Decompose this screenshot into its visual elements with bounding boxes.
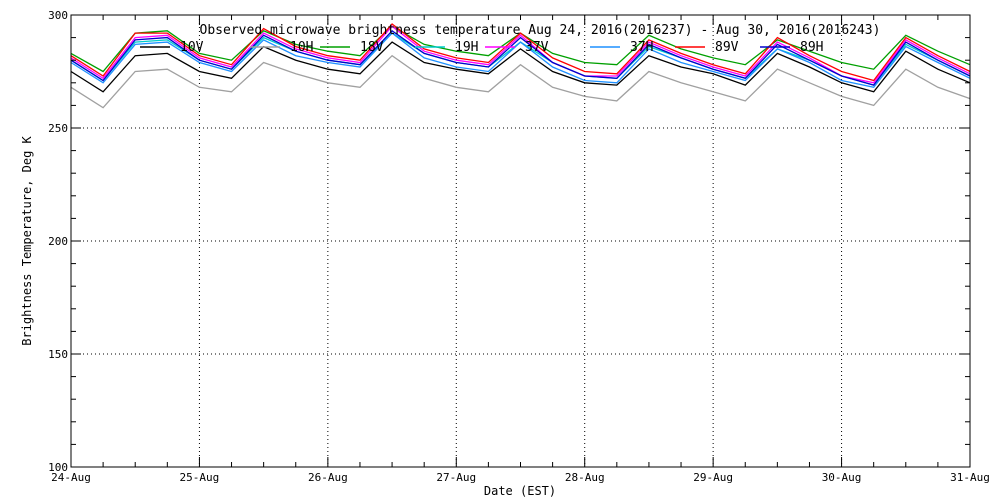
x-tick-label: 25-Aug	[180, 471, 220, 484]
x-axis-title: Date (EST)	[484, 484, 556, 498]
x-tick-label: 24-Aug	[51, 471, 91, 484]
ticks	[70, 14, 971, 468]
legend-label-10h: 10H	[290, 40, 313, 55]
series-line-37v	[70, 25, 971, 84]
x-tick-label: 28-Aug	[565, 471, 605, 484]
y-tick-label: 150	[48, 348, 68, 361]
tick-labels: 100 150 200 250 300 24-Aug 25-Aug 26-Aug 27-Aug 2…	[48, 9, 990, 484]
x-tick-label: 26-Aug	[308, 471, 348, 484]
x-tick-label: 27-Aug	[436, 471, 476, 484]
y-axis-title: Brightness Temperature, Deg K	[20, 135, 34, 345]
series-line-89v	[70, 23, 971, 82]
series-line-37h	[70, 32, 971, 89]
legend-label-89v: 89V	[715, 40, 739, 55]
y-tick-label: 250	[48, 122, 68, 135]
series-line-89h	[70, 29, 971, 86]
y-tick-label: 300	[48, 9, 68, 22]
chart-title: Observed microwave brightness temperatur…	[200, 23, 881, 38]
series-line-10v	[70, 41, 971, 93]
legend-label-19h: 19H	[455, 40, 478, 55]
legend-label-10v: 10V	[180, 40, 204, 55]
grid	[71, 15, 970, 467]
x-tick-label: 30-Aug	[822, 471, 862, 484]
legend-label-37h: 37H	[630, 40, 653, 55]
x-tick-label: 31-Aug	[950, 471, 990, 484]
y-tick-label: 200	[48, 235, 68, 248]
legend-label-89h: 89H	[800, 40, 823, 55]
legend-label-37v: 37V	[525, 40, 549, 55]
y-tick-label: 100	[48, 461, 68, 474]
x-tick-label: 29-Aug	[693, 471, 733, 484]
legend-label-18v: 18V	[360, 40, 384, 55]
series-line-10h	[70, 54, 971, 109]
legend: 10V 10H 18V 19H 37V 37H 89V 89H	[140, 40, 823, 55]
series-layer	[70, 23, 971, 109]
